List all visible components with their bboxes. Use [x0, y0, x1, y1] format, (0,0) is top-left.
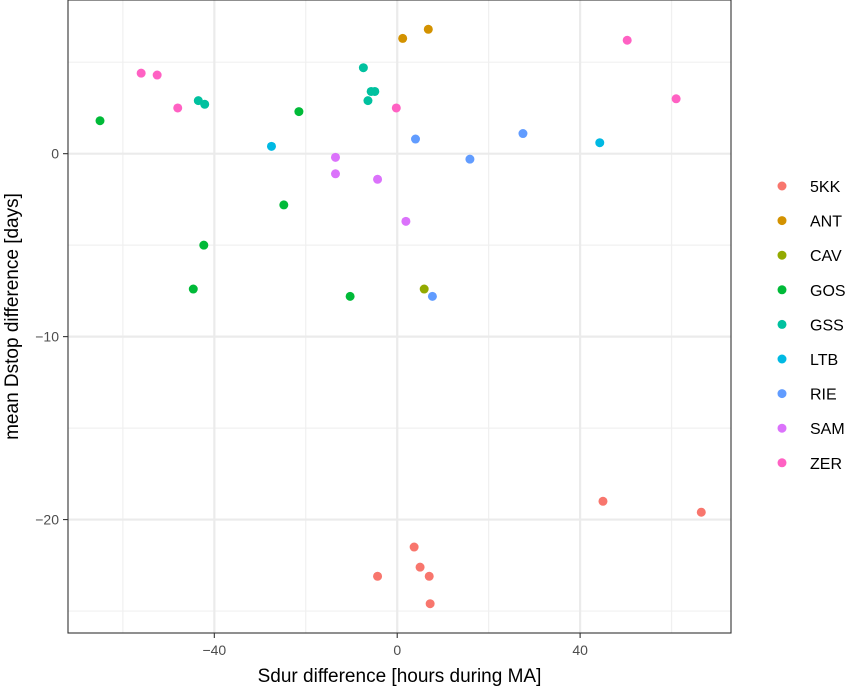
point-5kk [373, 571, 383, 581]
point-gos [294, 107, 304, 117]
axis-ticks: −40 0 40 0 −10 −20 [35, 146, 588, 658]
legend-item-gos: GOS [777, 283, 846, 300]
legend-item-rie: RIE [777, 387, 837, 404]
legend-key-gss [777, 319, 787, 329]
point-sam [373, 174, 383, 184]
legend-key-cav [777, 250, 787, 260]
legend-label: 5KK [810, 179, 841, 196]
point-5kk [696, 507, 706, 517]
point-gos [95, 116, 105, 126]
point-rie [465, 154, 475, 164]
legend-label: ZER [810, 456, 842, 473]
y-tick-label: −20 [35, 512, 59, 528]
point-cav [419, 284, 429, 294]
point-5kk [598, 496, 608, 506]
x-tick-label: 0 [393, 642, 401, 658]
major-gridlines [68, 0, 731, 633]
legend-label: GSS [810, 317, 844, 334]
point-zer [152, 70, 162, 80]
point-sam [330, 152, 340, 162]
legend-item-ltb: LTB [777, 352, 838, 369]
point-gss [363, 96, 373, 106]
point-zer [391, 103, 401, 113]
legend-item-5kk: 5KK [777, 179, 841, 196]
point-zer [622, 35, 632, 45]
y-tick-label: −10 [35, 329, 59, 345]
point-5kk [424, 571, 434, 581]
legend-key-rie [777, 389, 787, 399]
point-gss [200, 99, 210, 109]
legend-item-gss: GSS [777, 317, 844, 334]
legend-label: GOS [810, 283, 846, 300]
legend-key-sam [777, 423, 787, 433]
legend-label: ANT [810, 214, 842, 231]
point-rie [427, 291, 437, 301]
x-tick-label: 40 [572, 642, 588, 658]
legend-label: LTB [810, 352, 838, 369]
point-ant [398, 33, 408, 43]
legend-item-cav: CAV [777, 248, 842, 265]
point-sam [401, 216, 411, 226]
point-ltb [266, 141, 276, 151]
point-5kk [415, 562, 425, 572]
legend-item-zer: ZER [777, 456, 842, 473]
x-axis-title: Sdur difference [hours during MA] [258, 666, 542, 687]
point-gos [279, 200, 289, 210]
legend-item-ant: ANT [777, 214, 842, 231]
y-axis-title: mean Dstop difference [days] [2, 193, 23, 440]
minor-gridlines [68, 0, 731, 633]
point-ant [423, 24, 433, 34]
point-ltb [595, 138, 605, 148]
legend-key-zer [777, 458, 787, 468]
legend: 5KK ANT CAV GOS GSS LTB RIE SAM ZER [777, 179, 846, 473]
legend-label: CAV [810, 248, 842, 265]
y-tick-label: 0 [51, 146, 59, 162]
point-rie [518, 129, 528, 139]
x-tick-label: −40 [202, 642, 226, 658]
point-zer [671, 94, 681, 104]
point-zer [136, 68, 146, 78]
point-sam [330, 169, 340, 179]
data-points [95, 24, 706, 609]
legend-key-ltb [777, 354, 787, 364]
point-zer [173, 103, 183, 113]
legend-key-5kk [777, 181, 787, 191]
legend-key-ant [777, 216, 787, 226]
legend-key-gos [777, 285, 787, 295]
legend-label: SAM [810, 421, 845, 438]
point-5kk [409, 542, 419, 552]
legend-label: RIE [810, 387, 837, 404]
point-gos [188, 284, 198, 294]
point-rie [411, 134, 421, 144]
legend-item-sam: SAM [777, 421, 845, 438]
point-gos [199, 240, 209, 250]
panel-border [67, 0, 732, 634]
point-gss [370, 86, 380, 96]
point-gos [345, 291, 355, 301]
point-gss [358, 63, 368, 73]
point-5kk [425, 599, 435, 609]
